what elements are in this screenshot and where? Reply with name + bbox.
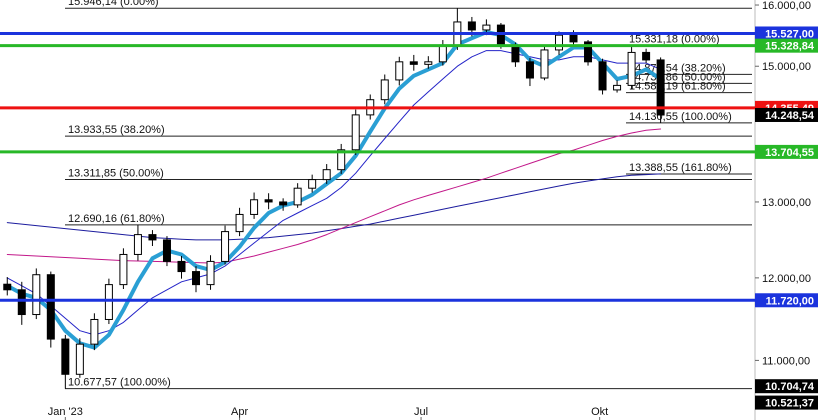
moving-average	[6, 128, 662, 264]
candle-body	[467, 21, 476, 31]
candle-body	[192, 271, 201, 286]
candle-body	[250, 199, 259, 215]
candle-body	[656, 59, 665, 116]
candle-body	[424, 61, 433, 65]
level-label: 11.720,00	[766, 295, 814, 307]
candle-body	[584, 41, 593, 63]
candle-body	[221, 231, 230, 262]
price-tag-box	[755, 395, 818, 410]
fib-label: 14.872,54 (38.20%)	[629, 62, 726, 74]
y-tick-label: 16.000,00	[762, 0, 811, 12]
level-box	[755, 26, 818, 41]
candle-body	[162, 239, 171, 262]
candle-body	[133, 234, 142, 255]
candle-body	[293, 187, 302, 206]
fib-label: 13.311,85 (50.00%)	[68, 167, 164, 179]
candle-body	[613, 84, 622, 91]
candle-body	[351, 114, 360, 151]
y-tick-label: 12.000,00	[762, 273, 811, 285]
fib-label: 13.388,55 (161.80%)	[629, 162, 732, 174]
candle-body	[598, 61, 607, 91]
candle-body	[540, 49, 549, 79]
candle-body	[61, 338, 70, 375]
fib-label: 10.677,57 (100.00%)	[68, 377, 171, 389]
y-tick-label: 13.000,00	[762, 197, 811, 209]
level-box	[755, 144, 818, 159]
candle-body	[46, 274, 55, 340]
candle-body	[525, 61, 534, 79]
candle-body	[32, 274, 41, 316]
level-label: 13.704,55	[765, 147, 814, 159]
candle-body	[380, 79, 389, 101]
x-tick-label: Jan '23	[48, 406, 83, 418]
fib-label: 14.130,55 (100.00%)	[629, 111, 732, 123]
candle-body	[206, 260, 215, 286]
fib-label: 12.690,16 (61.80%)	[68, 213, 165, 225]
candle-body	[322, 169, 331, 181]
candle-body	[90, 318, 99, 345]
x-tick-label: Apr	[231, 406, 248, 418]
candle-body	[482, 24, 491, 31]
candle-body	[235, 213, 244, 233]
candle-body	[569, 34, 578, 43]
moving-average	[5, 30, 663, 350]
x-tick-label: Jul	[414, 406, 428, 418]
price-tag-box	[755, 379, 818, 394]
fib-label: 14.589,19 (61.80%)	[629, 81, 726, 93]
y-tick-label: 11.000,00	[762, 355, 810, 367]
y-tick-label: 15.000,00	[762, 61, 811, 73]
candle-body	[409, 61, 418, 65]
level-box	[755, 293, 818, 308]
price-tag-label: 10.704,74	[765, 381, 815, 393]
level-label: 15.328,84	[765, 41, 815, 53]
candle-body	[264, 199, 273, 203]
fib-label: 15.946,14 (0.00%)	[68, 0, 159, 8]
candle-body	[308, 179, 317, 189]
candle-body	[279, 201, 288, 206]
candle-body	[177, 260, 186, 273]
candle-body	[438, 44, 447, 63]
price-tag-label: 10.521,37	[765, 398, 814, 410]
candle-body	[104, 284, 113, 320]
candle-body	[17, 289, 26, 316]
moving-average	[6, 173, 662, 241]
candle-body	[395, 61, 404, 81]
level-label: 15.527,00	[765, 28, 814, 40]
x-tick-label: Okt	[591, 406, 608, 418]
candle-body	[119, 253, 128, 286]
candle-body	[75, 343, 84, 375]
candle-body	[3, 283, 12, 291]
candle-body	[511, 44, 520, 63]
candle-body	[642, 51, 651, 61]
level-box	[755, 38, 818, 53]
price-tag-box	[755, 107, 818, 122]
candle-body	[148, 234, 157, 241]
price-tag-label: 14.248,54	[765, 110, 815, 122]
fib-label: 13.933,55 (38.20%)	[68, 124, 165, 136]
candle-body	[496, 24, 505, 46]
fib-label: 15.331,18 (0.00%)	[629, 34, 720, 46]
candle-body	[337, 149, 346, 171]
candle-body	[554, 34, 563, 51]
candle-body	[627, 51, 636, 86]
